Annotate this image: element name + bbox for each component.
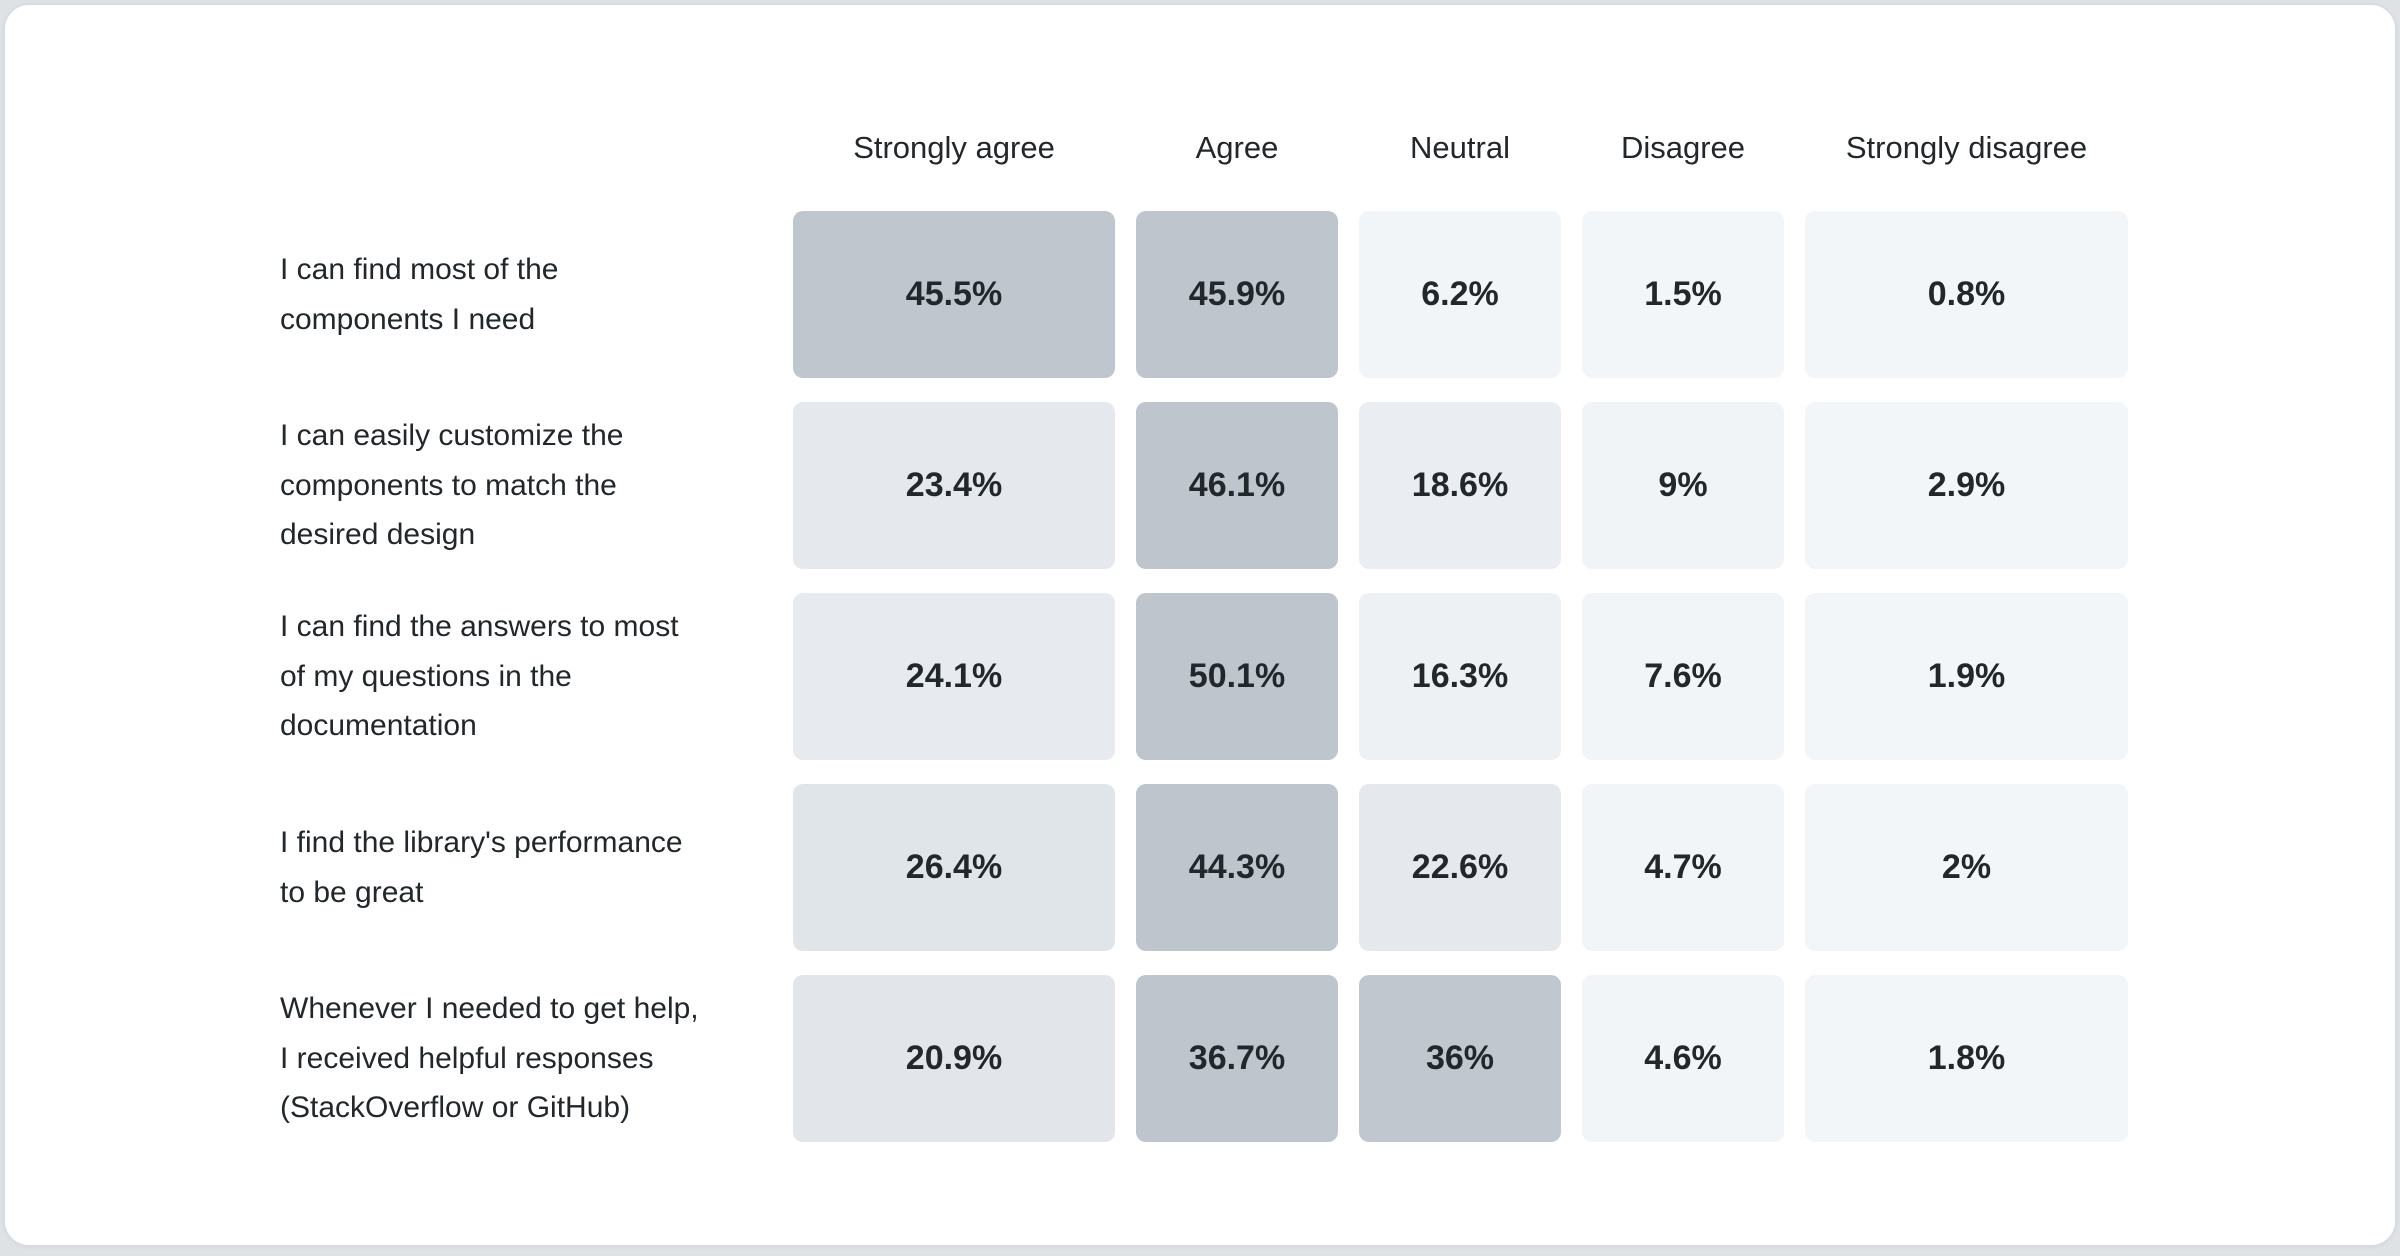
heatmap-cell: 1.5% <box>1582 211 1784 378</box>
row-label-documentation-answers: I can find the answers to most of my que… <box>280 609 679 743</box>
heatmap-cell: 4.7% <box>1582 784 1784 951</box>
heatmap-cell: 26.4% <box>793 784 1115 951</box>
column-header-agree: Agree <box>1195 130 1279 165</box>
heatmap-grid: Strongly agree Agree Neutral Disagree St… <box>280 109 2128 1142</box>
heatmap-cell: 50.1% <box>1136 593 1338 760</box>
row-label-help-responses: Whenever I needed to get help, I receive… <box>280 991 699 1125</box>
heatmap-cell: 18.6% <box>1359 402 1561 569</box>
heatmap-cell: 20.9% <box>793 975 1115 1142</box>
heatmap-cell: 22.6% <box>1359 784 1561 951</box>
heatmap-cell: 6.2% <box>1359 211 1561 378</box>
heatmap-cell: 45.9% <box>1136 211 1338 378</box>
column-header-neutral: Neutral <box>1410 130 1510 165</box>
heatmap-cell: 45.5% <box>793 211 1115 378</box>
heatmap-cell: 16.3% <box>1359 593 1561 760</box>
heatmap-cell: 36.7% <box>1136 975 1338 1142</box>
row-label-performance: I find the library's performance to be g… <box>280 825 683 909</box>
heatmap-cell: 1.8% <box>1805 975 2128 1142</box>
heatmap-cell: 2.9% <box>1805 402 2128 569</box>
heatmap-cell: 44.3% <box>1136 784 1338 951</box>
survey-heatmap-card: Strongly agree Agree Neutral Disagree St… <box>3 3 2397 1247</box>
column-header-strongly-agree: Strongly agree <box>853 130 1055 165</box>
heatmap-cell: 0.8% <box>1805 211 2128 378</box>
heatmap-cell: 23.4% <box>793 402 1115 569</box>
heatmap-cell: 46.1% <box>1136 402 1338 569</box>
heatmap-cell: 1.9% <box>1805 593 2128 760</box>
heatmap-cell: 2% <box>1805 784 2128 951</box>
heatmap-cell: 9% <box>1582 402 1784 569</box>
grid-corner-spacer <box>280 109 772 187</box>
heatmap-cell: 36% <box>1359 975 1561 1142</box>
heatmap-cell: 4.6% <box>1582 975 1784 1142</box>
row-label-find-components: I can find most of the components I need <box>280 252 559 336</box>
column-header-disagree: Disagree <box>1620 130 1746 165</box>
heatmap-cell: 7.6% <box>1582 593 1784 760</box>
heatmap-cell: 24.1% <box>793 593 1115 760</box>
row-label-customize-components: I can easily customize the components to… <box>280 418 624 552</box>
column-header-strongly-disagree: Strongly disagree <box>1845 130 2088 165</box>
